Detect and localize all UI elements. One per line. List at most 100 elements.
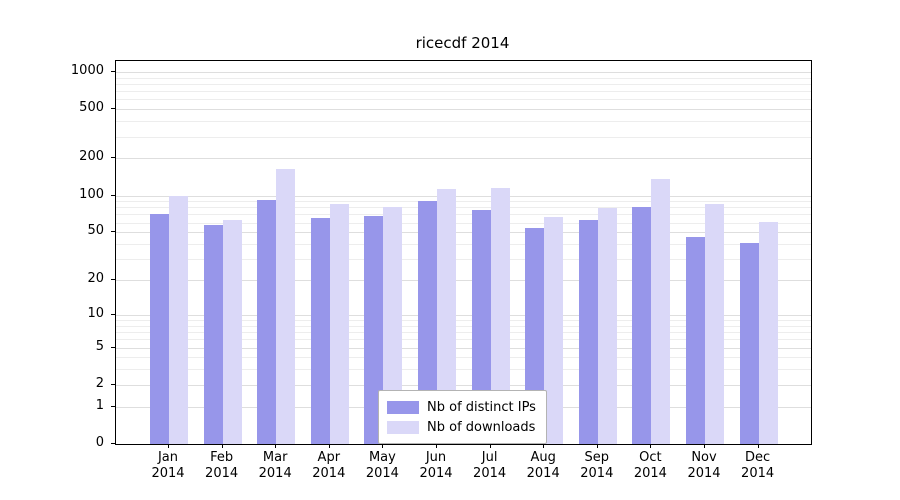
y-tick-label: 5 — [95, 338, 104, 354]
gridline — [116, 320, 811, 321]
y-tick-label: 1 — [95, 397, 104, 413]
bar-distinct-ips — [364, 216, 384, 444]
bar-distinct-ips — [471, 210, 491, 444]
y-tick-mark — [111, 313, 115, 315]
bar-downloads — [490, 187, 510, 444]
x-tick-label: May 2014 — [365, 450, 399, 481]
x-tick-label: Jan 2014 — [151, 450, 185, 481]
gridline — [116, 207, 811, 209]
x-tick-mark — [704, 444, 705, 448]
gridline — [116, 222, 811, 224]
bar-distinct-ips — [578, 220, 598, 444]
y-tick-mark — [111, 231, 115, 233]
gridline — [116, 369, 811, 371]
gridline — [116, 158, 811, 160]
x-tick-label: Dec 2014 — [741, 450, 775, 481]
y-tick-label: 0 — [95, 435, 104, 450]
x-tick-label: Jul 2014 — [473, 450, 507, 481]
legend-swatch-downloads — [387, 420, 419, 434]
x-tick-label: Sep 2014 — [580, 450, 614, 481]
gridline — [116, 91, 811, 93]
x-tick-label: Aug 2014 — [526, 450, 560, 481]
x-tick-label: Mar 2014 — [258, 450, 292, 481]
gridline — [116, 314, 811, 316]
x-tick-mark — [757, 444, 759, 448]
legend-swatch-distinct-ips — [387, 400, 419, 414]
gridline — [116, 347, 811, 349]
plot-area: Nb of distinct IPs Nb of downloads — [115, 60, 812, 445]
gridline — [116, 325, 811, 327]
gridline — [116, 83, 811, 85]
x-tick-label: Apr 2014 — [312, 450, 346, 481]
bar-distinct-ips — [257, 199, 277, 444]
gridline — [116, 121, 811, 123]
gridline — [116, 195, 811, 197]
x-tick-mark — [221, 444, 223, 448]
gridline — [116, 232, 811, 234]
bar-distinct-ips — [310, 218, 330, 444]
y-tick-mark — [111, 70, 115, 72]
gridline — [116, 201, 811, 203]
bar-distinct-ips — [686, 236, 705, 444]
x-tick-mark — [275, 444, 277, 448]
bar-distinct-ips — [418, 200, 437, 444]
y-tick-label: 20 — [87, 271, 104, 286]
y-tick-label: 100 — [79, 186, 104, 202]
legend-label-downloads: Nb of downloads — [427, 419, 536, 435]
bar-downloads — [544, 216, 564, 444]
bar-downloads — [705, 203, 724, 444]
x-tick-label: Feb 2014 — [205, 450, 239, 481]
gridline — [116, 332, 811, 333]
y-tick-label: 1000 — [70, 62, 104, 78]
bar-downloads — [651, 179, 671, 444]
gridline — [116, 280, 811, 281]
bar-downloads — [383, 206, 403, 444]
y-tick-label: 500 — [79, 100, 104, 116]
gridline — [116, 244, 811, 245]
x-tick-label: Nov 2014 — [687, 450, 721, 481]
y-tick-mark — [111, 443, 115, 444]
bar-distinct-ips — [739, 242, 759, 444]
gridline — [116, 77, 811, 79]
x-tick-label: Oct 2014 — [633, 450, 667, 481]
x-tick-mark — [489, 444, 491, 448]
gridline — [116, 339, 811, 341]
legend-label-distinct-ips: Nb of distinct IPs — [427, 399, 536, 415]
gridline — [116, 71, 811, 73]
x-tick-mark — [382, 444, 384, 448]
bar-downloads — [758, 221, 778, 444]
y-tick-mark — [111, 279, 115, 280]
y-tick-label: 50 — [87, 223, 104, 239]
bar-distinct-ips — [150, 214, 169, 444]
bar-downloads — [169, 195, 188, 444]
x-tick-label: Jun 2014 — [419, 450, 453, 481]
x-tick-mark — [436, 444, 437, 448]
gridline — [116, 109, 811, 111]
y-tick-mark — [111, 346, 115, 348]
bar-downloads — [437, 188, 456, 444]
y-tick-label: 2 — [95, 375, 104, 391]
bar-downloads — [276, 169, 296, 444]
legend-item-downloads: Nb of downloads — [387, 417, 536, 437]
gridline — [116, 384, 811, 386]
x-tick-mark — [168, 444, 169, 448]
y-tick-mark — [111, 383, 115, 385]
x-tick-mark — [543, 444, 545, 448]
gridline — [116, 357, 811, 359]
chart-title: ricecdf 2014 — [415, 34, 510, 52]
gridline — [116, 136, 811, 138]
y-tick-label: 200 — [79, 149, 104, 165]
y-tick-mark — [111, 108, 115, 110]
x-tick-mark — [650, 444, 652, 448]
gridline — [116, 99, 811, 101]
y-tick-mark — [111, 405, 115, 407]
y-tick-label: 10 — [87, 305, 104, 321]
x-tick-mark — [596, 444, 598, 448]
gridline — [116, 214, 811, 216]
legend-item-distinct-ips: Nb of distinct IPs — [387, 397, 536, 417]
bar-distinct-ips — [203, 225, 223, 444]
x-tick-mark — [328, 444, 330, 448]
gridline — [116, 259, 811, 261]
legend: Nb of distinct IPs Nb of downloads — [378, 390, 547, 444]
